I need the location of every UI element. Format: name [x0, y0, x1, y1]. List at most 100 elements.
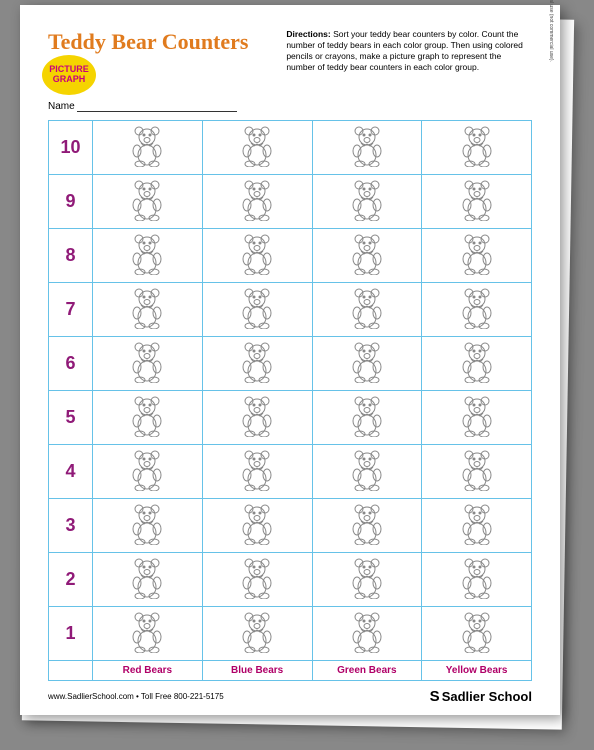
teddy-bear-icon: [127, 501, 167, 545]
teddy-bear-icon: [457, 393, 497, 437]
teddy-bear-icon: [127, 231, 167, 275]
row-number: 6: [49, 337, 93, 391]
teddy-bear-icon: [127, 555, 167, 599]
graph-cell[interactable]: [202, 553, 312, 607]
teddy-bear-icon: [347, 177, 387, 221]
graph-cell[interactable]: [93, 175, 203, 229]
graph-cell[interactable]: [422, 175, 532, 229]
graph-cell[interactable]: [93, 391, 203, 445]
graph-cell[interactable]: [93, 121, 203, 175]
column-label: Green Bears: [312, 661, 422, 681]
row-number: 5: [49, 391, 93, 445]
teddy-bear-icon: [127, 609, 167, 653]
graph-cell[interactable]: [422, 337, 532, 391]
teddy-bear-icon: [457, 285, 497, 329]
teddy-bear-icon: [127, 123, 167, 167]
graph-cell[interactable]: [202, 121, 312, 175]
teddy-bear-icon: [347, 339, 387, 383]
graph-cell[interactable]: [312, 391, 422, 445]
graph-cell[interactable]: [202, 499, 312, 553]
graph-cell[interactable]: [312, 121, 422, 175]
teddy-bear-icon: [127, 447, 167, 491]
teddy-bear-icon: [237, 555, 277, 599]
teddy-bear-icon: [457, 231, 497, 275]
teddy-bear-icon: [127, 339, 167, 383]
row-number: 4: [49, 445, 93, 499]
teddy-bear-icon: [237, 447, 277, 491]
graph-cell[interactable]: [93, 229, 203, 283]
teddy-bear-icon: [237, 231, 277, 275]
graph-cell[interactable]: [422, 553, 532, 607]
directions-text: Directions: Sort your teddy bear counter…: [280, 29, 532, 112]
teddy-bear-icon: [237, 123, 277, 167]
teddy-bear-icon: [457, 501, 497, 545]
teddy-bear-icon: [457, 447, 497, 491]
graph-cell[interactable]: [422, 607, 532, 661]
graph-cell[interactable]: [312, 553, 422, 607]
graph-cell[interactable]: [312, 607, 422, 661]
teddy-bear-icon: [457, 177, 497, 221]
teddy-bear-icon: [347, 231, 387, 275]
teddy-bear-icon: [457, 123, 497, 167]
worksheet-title: Teddy Bear Counters: [48, 29, 248, 55]
graph-cell[interactable]: [202, 445, 312, 499]
teddy-bear-icon: [457, 339, 497, 383]
teddy-bear-icon: [347, 285, 387, 329]
teddy-bear-icon: [127, 177, 167, 221]
teddy-bear-icon: [347, 447, 387, 491]
copyright-text: and Sadlier® are registered trademarks o…: [548, 0, 554, 110]
column-label: Red Bears: [93, 661, 203, 681]
footer-contact: www.SadlierSchool.com • Toll Free 800-22…: [48, 692, 224, 701]
row-number: 7: [49, 283, 93, 337]
teddy-bear-icon: [237, 609, 277, 653]
brand-logo: SSadlier School: [430, 688, 532, 705]
graph-cell[interactable]: [93, 445, 203, 499]
teddy-bear-icon: [237, 285, 277, 329]
teddy-bear-icon: [347, 501, 387, 545]
teddy-bear-icon: [347, 609, 387, 653]
row-number: 1: [49, 607, 93, 661]
graph-cell[interactable]: [93, 499, 203, 553]
row-number: 8: [49, 229, 93, 283]
graph-cell[interactable]: [202, 175, 312, 229]
teddy-bear-icon: [347, 393, 387, 437]
graph-cell[interactable]: [202, 391, 312, 445]
graph-cell[interactable]: [93, 337, 203, 391]
teddy-bear-icon: [237, 393, 277, 437]
teddy-bear-icon: [457, 609, 497, 653]
graph-cell[interactable]: [202, 229, 312, 283]
picture-graph-badge: PICTUREGRAPH: [42, 55, 96, 95]
name-input-line[interactable]: [77, 111, 237, 112]
teddy-bear-icon: [237, 339, 277, 383]
graph-cell[interactable]: [312, 337, 422, 391]
graph-cell[interactable]: [202, 337, 312, 391]
graph-cell[interactable]: [93, 607, 203, 661]
graph-cell[interactable]: [422, 229, 532, 283]
row-number: 3: [49, 499, 93, 553]
graph-cell[interactable]: [422, 499, 532, 553]
graph-cell[interactable]: [93, 283, 203, 337]
graph-cell[interactable]: [422, 121, 532, 175]
teddy-bear-icon: [347, 555, 387, 599]
teddy-bear-icon: [457, 555, 497, 599]
picture-graph-grid: 10: [48, 120, 532, 681]
name-label: Name: [48, 101, 75, 112]
graph-cell[interactable]: [312, 499, 422, 553]
column-label: Blue Bears: [202, 661, 312, 681]
row-number: 2: [49, 553, 93, 607]
graph-cell[interactable]: [312, 283, 422, 337]
graph-cell[interactable]: [422, 391, 532, 445]
teddy-bear-icon: [237, 501, 277, 545]
teddy-bear-icon: [127, 393, 167, 437]
graph-cell[interactable]: [422, 283, 532, 337]
graph-cell[interactable]: [312, 229, 422, 283]
graph-cell[interactable]: [312, 445, 422, 499]
teddy-bear-icon: [237, 177, 277, 221]
graph-cell[interactable]: [202, 607, 312, 661]
column-label: Yellow Bears: [422, 661, 532, 681]
graph-cell[interactable]: [93, 553, 203, 607]
graph-cell[interactable]: [202, 283, 312, 337]
graph-cell[interactable]: [312, 175, 422, 229]
graph-cell[interactable]: [422, 445, 532, 499]
row-number: 10: [49, 121, 93, 175]
